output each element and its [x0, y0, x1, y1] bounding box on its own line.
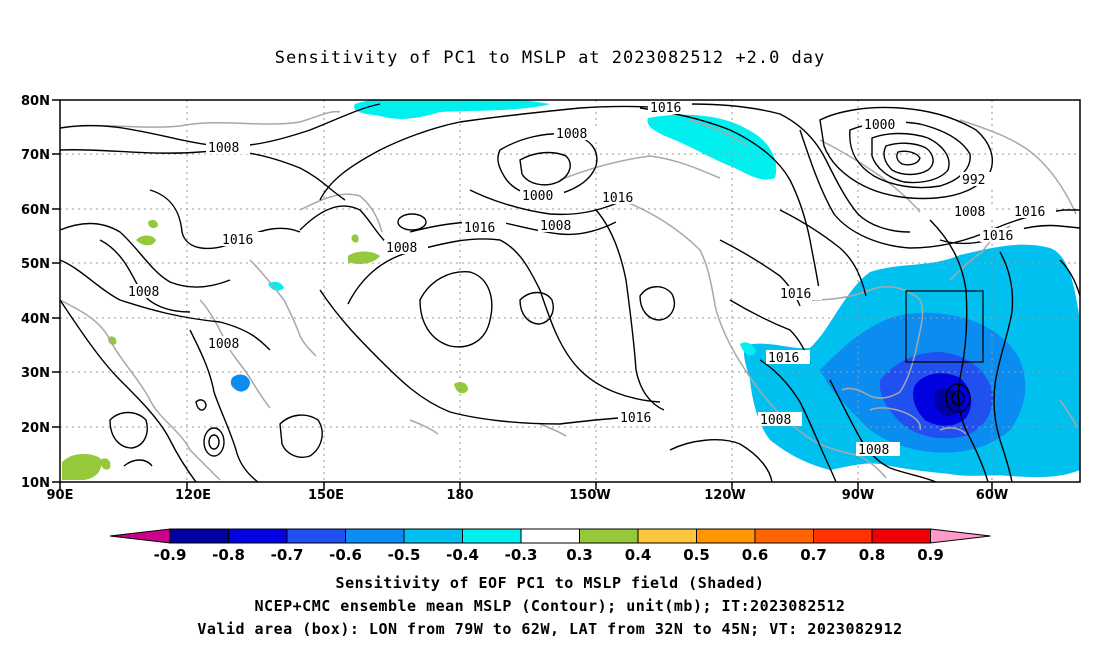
lat-label: 60N [21, 203, 50, 218]
colorbar-label: 0.6 [742, 546, 769, 564]
contour-label: 1008 [208, 141, 239, 156]
contour-label: 1008 [954, 205, 985, 220]
lat-label: 20N [21, 421, 50, 436]
colorbar-labels: -0.9 -0.8 -0.7 -0.6 -0.5 -0.4 -0.3 0.3 0.4 0.5 0.6… [154, 546, 944, 564]
colorbar-label: -0.9 [154, 546, 187, 564]
colorbar-box [696, 528, 756, 544]
caption-valid-area: Valid area (box): LON from 79W to 62W, L… [197, 620, 903, 638]
colorbar-box [813, 528, 873, 544]
shade-green-asia2 [148, 219, 158, 229]
colorbar-box [286, 528, 346, 544]
colorbar [109, 528, 991, 544]
contour-label: 1016 [464, 221, 495, 236]
lat-label: 30N [21, 366, 50, 381]
colorbar-label: -0.3 [505, 546, 538, 564]
colorbar-box [637, 528, 697, 544]
axis-ticks [52, 99, 993, 490]
colorbar-label: 0.3 [566, 546, 593, 564]
lat-label: 40N [21, 312, 50, 327]
lon-labels: 90E 120E 150E 180 150W 120W 90W 60W [47, 488, 1009, 503]
grid-lines [60, 100, 1080, 482]
contour-label: 1000 [864, 118, 895, 133]
colorbar-label: 0.8 [859, 546, 886, 564]
colorbar-box [462, 528, 522, 544]
lon-label: 90W [842, 488, 874, 503]
contour-label: 1008 [128, 285, 159, 300]
contour-label: 1016 [780, 287, 811, 302]
colorbar-box [520, 528, 580, 544]
contour-label: 992 [962, 173, 985, 188]
contour-label: 1000 [522, 189, 553, 204]
shade-green-pacific [454, 382, 468, 394]
shade-atlantic-peak [934, 388, 961, 416]
lon-label: 150W [569, 488, 610, 503]
contour-label: 1008 [858, 443, 889, 458]
colorbar-label: -0.4 [446, 546, 479, 564]
shade-cyan-alaska [647, 114, 777, 180]
lon-label: 180 [446, 488, 473, 503]
colorbar-box [345, 528, 405, 544]
shade-green-kamchatka [348, 251, 380, 264]
contour-label: 1016 [768, 351, 799, 366]
colorbar-box [579, 528, 639, 544]
colorbar-box [169, 528, 229, 544]
contour-label: 1008 [760, 413, 791, 428]
contour-label: 1016 [1014, 205, 1045, 220]
lon-label: 120E [175, 488, 211, 503]
contour-label: 1008 [540, 219, 571, 234]
colorbar-arrow-left [109, 528, 171, 544]
contour-label: 1008 [556, 127, 587, 142]
lon-label: 120W [704, 488, 745, 503]
contour-label: 1008 [208, 337, 239, 352]
contour-label: 1008 [386, 241, 417, 256]
lat-label: 50N [21, 257, 50, 272]
lat-label: 80N [21, 94, 50, 109]
lat-labels: 80N 70N 60N 50N 40N 30N 20N 10N [21, 94, 50, 491]
lon-label: 150E [308, 488, 344, 503]
colorbar-box [754, 528, 814, 544]
plot-frame [59, 99, 1081, 483]
colorbar-box [871, 528, 931, 544]
caption-shaded: Sensitivity of EOF PC1 to MSLP field (Sh… [335, 574, 765, 592]
colorbar-label: -0.6 [329, 546, 362, 564]
contour-label: 1016 [650, 101, 681, 116]
colorbar-label: 0.5 [683, 546, 710, 564]
colorbar-box [403, 528, 463, 544]
shade-green-asia1 [136, 235, 156, 246]
colorbar-label: -0.7 [271, 546, 304, 564]
shade-green-indochina [62, 453, 102, 480]
lat-label: 10N [21, 476, 50, 491]
colorbar-label: -0.8 [212, 546, 245, 564]
colorbar-label: 0.4 [625, 546, 652, 564]
colorbar-label: 0.7 [800, 546, 827, 564]
shade-green-sea [100, 458, 111, 470]
lat-label: 70N [21, 148, 50, 163]
colorbar-arrow-right [930, 528, 991, 544]
contour-label: 1016 [602, 191, 633, 206]
shade-cyan-arctic [354, 100, 550, 119]
shade-cyan-west-pacific [230, 374, 250, 392]
shade-green-west [108, 336, 117, 345]
contour-label: 1016 [982, 229, 1013, 244]
valid-area-box [905, 290, 984, 363]
shade-cyan-mexico [740, 342, 756, 356]
lon-label: 90E [47, 488, 74, 503]
colorbar-label: -0.5 [388, 546, 421, 564]
colorbar-label: 0.9 [917, 546, 944, 564]
map-title: Sensitivity of PC1 to MSLP at 2023082512… [274, 48, 826, 68]
mslp-contours [60, 103, 1080, 482]
contour-labels: 1016 1008 1000 1016 1008 1008 1016 1008 … [126, 100, 1056, 458]
lon-label: 60W [976, 488, 1008, 503]
colorbar-box [228, 528, 288, 544]
shade-green-kamchatka2 [351, 234, 359, 243]
caption-contour: NCEP+CMC ensemble mean MSLP (Contour); u… [254, 597, 846, 615]
contour-label: 1016 [222, 233, 253, 248]
contour-label: 1016 [620, 411, 651, 426]
